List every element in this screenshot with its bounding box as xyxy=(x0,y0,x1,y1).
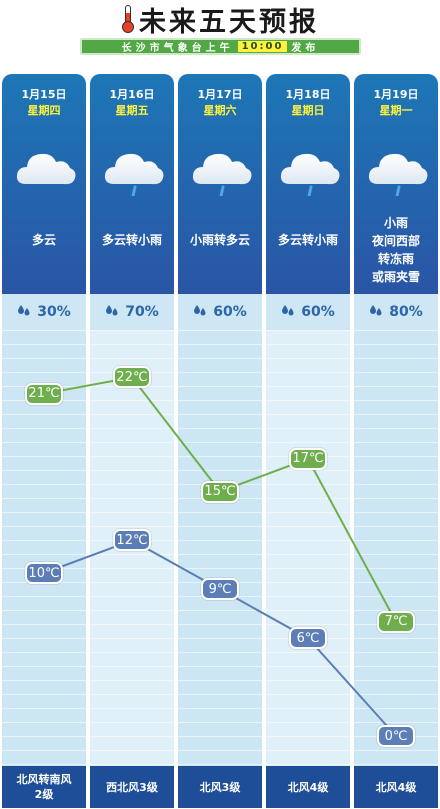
chart-area xyxy=(354,330,438,766)
precip-value: 60% xyxy=(213,304,247,320)
cloud-rain-icon xyxy=(190,144,254,198)
day-date: 1月18日 xyxy=(285,88,331,101)
day-wind: 北风4级 xyxy=(266,766,350,808)
weather-line: 小雨 xyxy=(383,216,408,230)
low-temp-label: 0℃ xyxy=(377,725,415,747)
precip-chance: 60% xyxy=(266,294,350,330)
cloud-rain-icon xyxy=(102,144,166,198)
weather-line: 转冻雨 xyxy=(377,252,414,266)
day-column: 1月15日星期四多云 30% 北风转南风 2级 xyxy=(2,74,86,808)
day-weather: 小雨夜间西部转冻雨或雨夹雪 xyxy=(354,214,438,286)
cloud-rain-icon xyxy=(366,144,430,198)
weather-line: 多云转小雨 xyxy=(277,233,338,247)
day-date: 1月17日 xyxy=(197,88,243,101)
day-wind: 北风4级 xyxy=(354,766,438,808)
raindrop-icon xyxy=(369,303,383,321)
weather-line: 多云 xyxy=(31,233,56,247)
day-column: 1月19日星期一小雨夜间西部转冻雨或雨夹雪 80% 北风4级 xyxy=(354,74,438,808)
high-temp-label: 15℃ xyxy=(201,480,239,503)
wind-line: 2级 xyxy=(34,788,54,801)
day-date: 1月16日 xyxy=(109,88,155,101)
precip-chance: 70% xyxy=(90,294,174,330)
raindrop-icon xyxy=(281,303,295,321)
day-wind: 西北风3级 xyxy=(90,766,174,808)
high-temp-label: 17℃ xyxy=(289,447,327,470)
day-header: 1月16日星期五多云转小雨 xyxy=(90,74,174,294)
release-agency: 长沙市气象台上午 xyxy=(121,43,234,54)
day-header: 1月17日星期六小雨转多云 xyxy=(178,74,262,294)
day-column: 1月16日星期五多云转小雨 70% 西北风3级 xyxy=(90,74,174,808)
cloud-rain-icon xyxy=(278,144,342,198)
precip-chance: 30% xyxy=(2,294,86,330)
weather-line: 夜间西部 xyxy=(371,234,420,248)
raindrop-icon xyxy=(17,303,31,321)
weather-line: 多云转小雨 xyxy=(101,233,162,247)
thermometer-icon xyxy=(121,5,135,33)
day-wind: 北风转南风 2级 xyxy=(2,766,86,808)
day-column: 1月17日星期六小雨转多云 60% 北风3级 xyxy=(178,74,262,808)
low-temp-label: 6℃ xyxy=(289,627,327,650)
raindrop-icon xyxy=(105,303,119,321)
day-date: 1月15日 xyxy=(21,88,67,101)
wind-line: 北风3级 xyxy=(199,780,241,794)
precip-chance: 60% xyxy=(178,294,262,330)
day-weekday: 星期五 xyxy=(115,104,149,117)
day-date: 1月19日 xyxy=(373,88,419,101)
weather-line: 或雨夹雪 xyxy=(371,270,420,284)
header-title: 未来五天预报 xyxy=(0,2,440,38)
page-title: 未来五天预报 xyxy=(139,6,319,38)
high-temp-label: 21℃ xyxy=(25,382,63,405)
wind-line: 西北风3级 xyxy=(106,780,158,794)
day-wind: 北风3级 xyxy=(178,766,262,808)
weather-line: 小雨转多云 xyxy=(189,233,250,247)
day-header: 1月15日星期四多云 xyxy=(2,74,86,294)
wind-line: 北风转南风 xyxy=(16,773,72,786)
day-weather: 多云转小雨 xyxy=(90,231,174,249)
chart-area xyxy=(266,330,350,766)
day-weekday: 星期六 xyxy=(203,104,237,117)
day-header: 1月19日星期一小雨夜间西部转冻雨或雨夹雪 xyxy=(354,74,438,294)
day-weekday: 星期四 xyxy=(27,104,61,117)
release-suffix: 发布 xyxy=(291,43,320,54)
release-info-bar: 长沙市气象台上午 10:00 发布 xyxy=(80,38,361,55)
day-column: 1月18日星期日多云转小雨 60% 北风4级 xyxy=(266,74,350,808)
precip-value: 80% xyxy=(389,304,423,320)
low-temp-label: 12℃ xyxy=(113,529,151,552)
wind-line: 北风4级 xyxy=(287,780,329,794)
cloud-icon xyxy=(14,144,78,196)
release-time: 10:00 xyxy=(237,41,288,52)
high-temp-label: 7℃ xyxy=(377,610,415,633)
day-weather: 小雨转多云 xyxy=(178,231,262,249)
precip-value: 60% xyxy=(301,304,335,320)
raindrop-icon xyxy=(193,303,207,321)
low-temp-label: 9℃ xyxy=(201,578,239,601)
day-weekday: 星期日 xyxy=(291,104,325,117)
low-temp-label: 10℃ xyxy=(25,562,63,584)
wind-line: 北风4级 xyxy=(375,780,417,794)
day-weather: 多云转小雨 xyxy=(266,231,350,249)
day-weather: 多云 xyxy=(2,231,86,249)
high-temp-label: 22℃ xyxy=(113,366,151,389)
precip-value: 30% xyxy=(37,304,71,320)
precip-value: 70% xyxy=(125,304,159,320)
day-weekday: 星期一 xyxy=(379,104,413,117)
chart-area xyxy=(178,330,262,766)
day-header: 1月18日星期日多云转小雨 xyxy=(266,74,350,294)
precip-chance: 80% xyxy=(354,294,438,330)
